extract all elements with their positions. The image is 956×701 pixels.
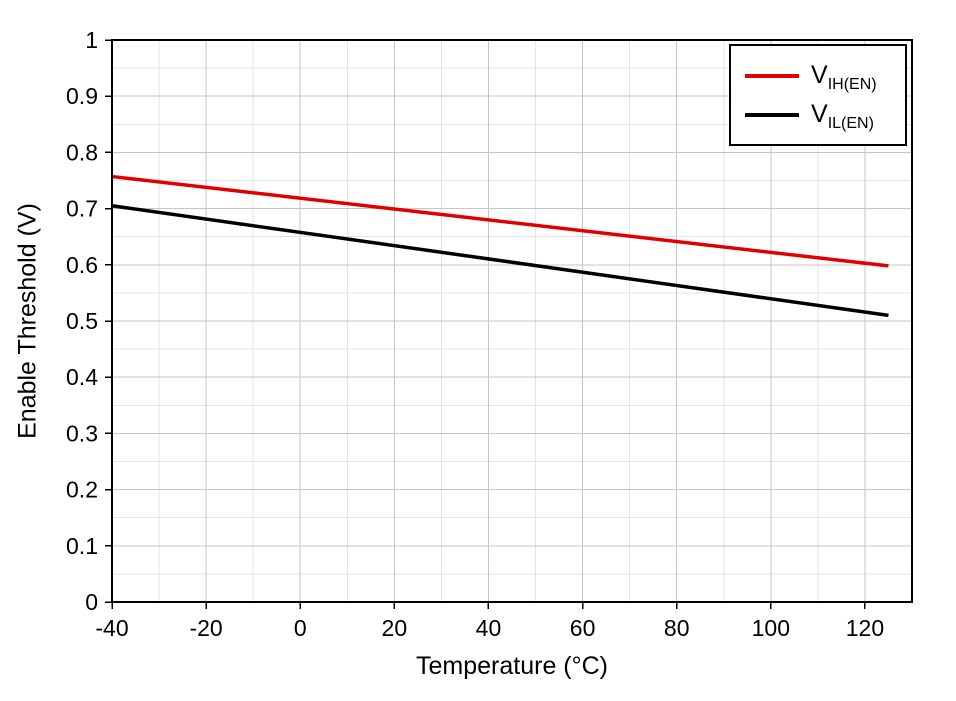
y-tick-label: 0.3 — [66, 420, 98, 446]
y-tick-label: 1 — [85, 27, 98, 53]
legend-label-vih-base: V — [811, 61, 828, 89]
x-tick-label: 80 — [664, 615, 690, 641]
legend-line-sample-vih — [745, 73, 799, 78]
legend: VIH(EN) VIL(EN) — [729, 44, 907, 146]
series-line-vih(en) — [111, 174, 889, 268]
legend-label-vil-sub: IL(EN) — [827, 115, 874, 132]
legend-item-vih: VIH(EN) — [745, 56, 891, 95]
x-tick-label: 20 — [382, 615, 408, 641]
y-tick-label: 0.9 — [66, 83, 98, 109]
y-tick-label: 0.4 — [66, 364, 98, 390]
series-line-vil(en) — [111, 204, 889, 318]
x-tick-label: -40 — [95, 615, 128, 641]
legend-label-vih: VIH(EN) — [811, 61, 877, 93]
legend-item-vil: VIL(EN) — [745, 95, 891, 134]
x-tick-label: 40 — [476, 615, 502, 641]
x-tick-label: 60 — [570, 615, 596, 641]
y-tick-label: 0 — [85, 589, 98, 615]
y-axis-title: Enable Threshold (V) — [13, 203, 42, 439]
x-tick-label: 0 — [294, 615, 307, 641]
y-tick-label: 0.7 — [66, 196, 98, 222]
legend-label-vil-base: V — [811, 100, 828, 128]
y-tick-label: 0.2 — [66, 477, 98, 503]
y-tick-label: 0.5 — [66, 308, 98, 334]
x-tick-label: 100 — [752, 615, 790, 641]
y-tick-label: 0.6 — [66, 252, 98, 278]
legend-label-vih-sub: IH(EN) — [827, 76, 877, 93]
y-tick-label: 0.1 — [66, 533, 98, 559]
legend-line-sample-vil — [745, 112, 799, 117]
x-tick-label: -20 — [189, 615, 222, 641]
y-tick-label: 0.8 — [66, 139, 98, 165]
x-axis-title: Temperature (°C) — [416, 652, 608, 680]
legend-label-vil: VIL(EN) — [811, 100, 874, 132]
x-tick-label: 120 — [846, 615, 884, 641]
